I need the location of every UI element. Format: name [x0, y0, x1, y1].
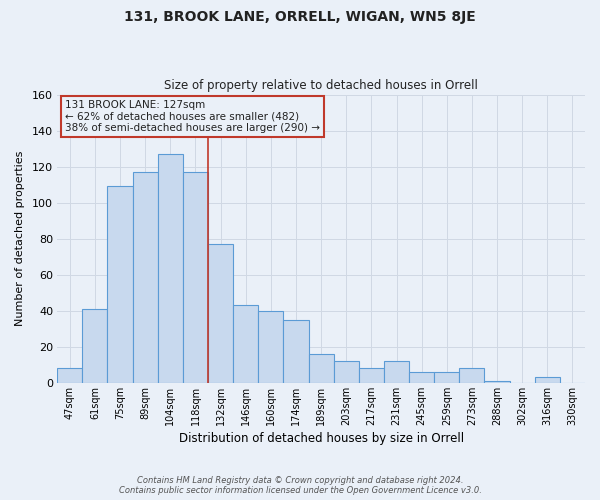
Bar	[359, 368, 384, 383]
Text: 131 BROOK LANE: 127sqm
← 62% of detached houses are smaller (482)
38% of semi-de: 131 BROOK LANE: 127sqm ← 62% of detached…	[65, 100, 320, 133]
Bar	[409, 372, 434, 383]
Bar	[233, 306, 258, 383]
Bar	[460, 368, 484, 383]
Y-axis label: Number of detached properties: Number of detached properties	[15, 151, 25, 326]
Text: Contains HM Land Registry data © Crown copyright and database right 2024.
Contai: Contains HM Land Registry data © Crown c…	[119, 476, 481, 495]
Bar	[308, 354, 334, 383]
Bar	[484, 381, 509, 383]
Bar	[208, 244, 233, 383]
Bar	[133, 172, 158, 383]
Bar	[384, 362, 409, 383]
Bar	[334, 362, 359, 383]
Title: Size of property relative to detached houses in Orrell: Size of property relative to detached ho…	[164, 79, 478, 92]
Bar	[434, 372, 460, 383]
Bar	[57, 368, 82, 383]
Bar	[158, 154, 183, 383]
Bar	[82, 309, 107, 383]
Bar	[535, 378, 560, 383]
Bar	[107, 186, 133, 383]
Bar	[258, 311, 283, 383]
Bar	[283, 320, 308, 383]
X-axis label: Distribution of detached houses by size in Orrell: Distribution of detached houses by size …	[179, 432, 464, 445]
Text: 131, BROOK LANE, ORRELL, WIGAN, WN5 8JE: 131, BROOK LANE, ORRELL, WIGAN, WN5 8JE	[124, 10, 476, 24]
Bar	[183, 172, 208, 383]
